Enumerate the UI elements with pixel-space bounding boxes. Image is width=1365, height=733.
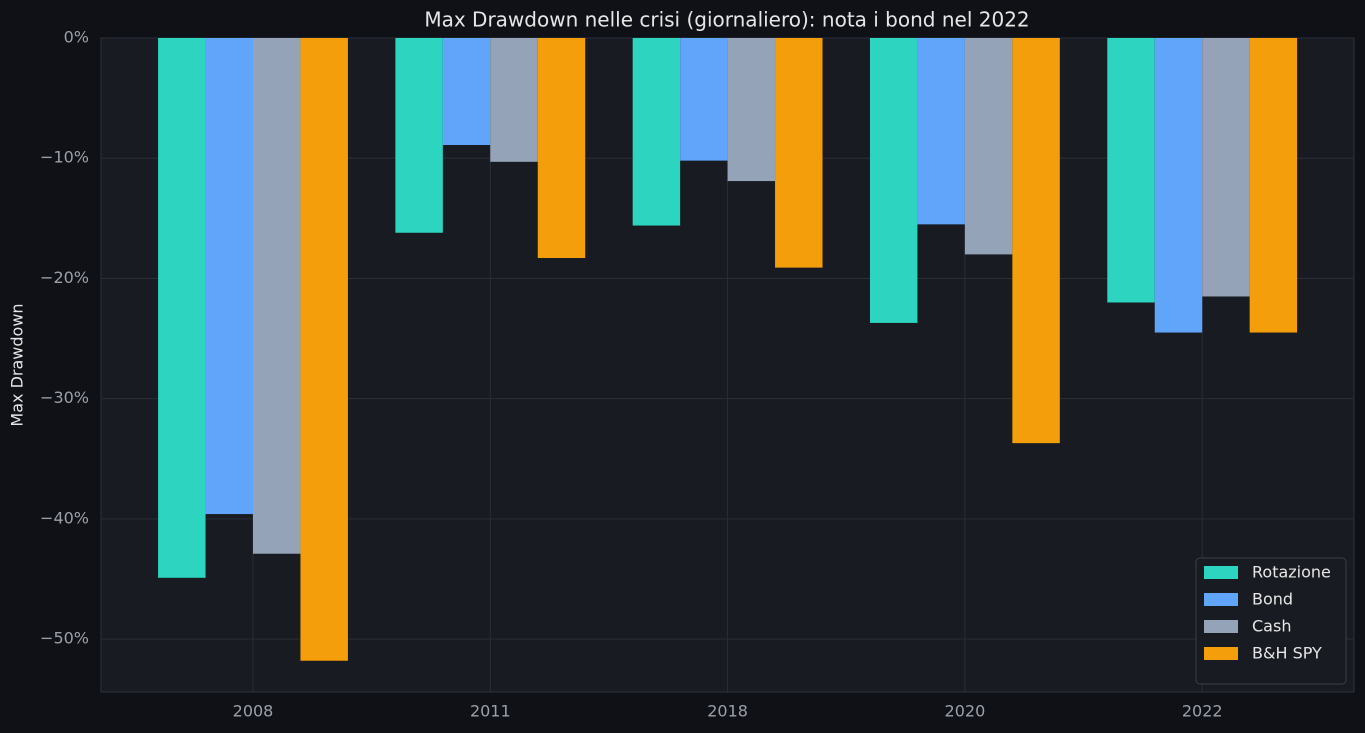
bar	[917, 38, 965, 225]
legend-label: B&H SPY	[1252, 644, 1322, 663]
legend-swatch	[1204, 593, 1238, 606]
bar	[158, 38, 206, 578]
bar	[869, 38, 918, 323]
bar	[680, 38, 728, 161]
bar	[1154, 38, 1203, 333]
y-tick-label: −50%	[40, 629, 89, 648]
bar	[395, 38, 443, 233]
y-axis-label: Max Drawdown	[8, 303, 27, 426]
bar	[1107, 38, 1155, 303]
legend-label: Bond	[1252, 590, 1293, 609]
x-tick-label: 2008	[233, 702, 274, 721]
y-tick-label: −40%	[40, 508, 89, 527]
x-tick-label: 2011	[470, 702, 511, 721]
bar	[300, 38, 348, 661]
legend-swatch	[1204, 620, 1238, 633]
bar	[253, 38, 301, 554]
bar	[1012, 38, 1060, 444]
x-tick-label: 2018	[707, 702, 748, 721]
legend-label: Cash	[1252, 617, 1291, 636]
legend-label: Rotazione	[1252, 563, 1331, 582]
legend-swatch	[1204, 647, 1238, 660]
bar	[632, 38, 681, 226]
y-tick-label: 0%	[64, 28, 89, 47]
y-tick-label: −20%	[40, 268, 89, 287]
bar	[537, 38, 586, 259]
bar	[964, 38, 1013, 255]
bar	[442, 38, 491, 145]
x-tick-label: 2020	[945, 702, 986, 721]
bar	[727, 38, 776, 182]
bar	[775, 38, 823, 268]
x-tick-label: 2022	[1182, 702, 1223, 721]
y-tick-label: −10%	[40, 148, 89, 167]
bar	[205, 38, 253, 515]
bar	[1249, 38, 1298, 333]
legend-swatch	[1204, 566, 1238, 579]
bar	[490, 38, 538, 162]
y-tick-label: −30%	[40, 388, 89, 407]
bar	[1202, 38, 1250, 297]
chart-title: Max Drawdown nelle crisi (giornaliero): …	[424, 8, 1029, 32]
